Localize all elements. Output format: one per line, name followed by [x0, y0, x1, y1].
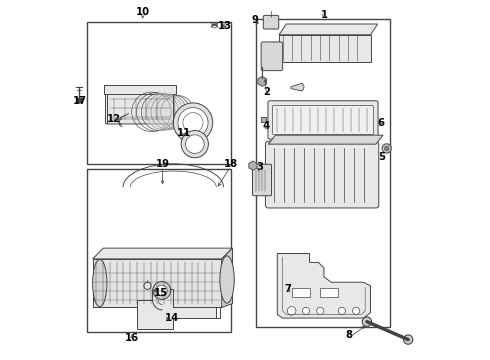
Ellipse shape	[143, 92, 186, 132]
Text: 13: 13	[218, 21, 232, 31]
Text: 12: 12	[107, 114, 121, 124]
FancyBboxPatch shape	[252, 164, 271, 196]
FancyBboxPatch shape	[261, 42, 283, 71]
Polygon shape	[221, 248, 232, 307]
Polygon shape	[104, 85, 176, 94]
Circle shape	[287, 307, 296, 315]
FancyBboxPatch shape	[266, 141, 379, 208]
FancyBboxPatch shape	[268, 101, 378, 139]
Polygon shape	[277, 253, 370, 318]
Text: 10: 10	[136, 7, 150, 17]
Polygon shape	[137, 289, 216, 329]
Bar	[87, 169, 231, 332]
Circle shape	[317, 307, 324, 315]
Text: 6: 6	[378, 118, 385, 128]
Text: 8: 8	[345, 330, 352, 340]
Text: 11: 11	[177, 129, 191, 138]
Text: 7: 7	[285, 284, 292, 294]
Bar	[320, 288, 338, 297]
Circle shape	[153, 282, 171, 300]
Bar	[256, 19, 390, 327]
Circle shape	[382, 144, 392, 153]
Bar	[292, 288, 310, 297]
Circle shape	[338, 307, 345, 315]
Bar	[87, 22, 231, 164]
Text: 14: 14	[164, 313, 179, 323]
Polygon shape	[279, 24, 378, 35]
Text: 17: 17	[73, 96, 86, 106]
Text: 16: 16	[125, 333, 139, 343]
Circle shape	[362, 317, 371, 326]
Circle shape	[178, 108, 208, 138]
Ellipse shape	[220, 256, 234, 303]
Bar	[279, 35, 370, 62]
Circle shape	[385, 146, 389, 150]
Circle shape	[173, 103, 213, 142]
Polygon shape	[93, 248, 232, 259]
Text: 18: 18	[223, 159, 238, 169]
Text: 19: 19	[155, 159, 170, 169]
Text: 3: 3	[256, 162, 263, 172]
Circle shape	[353, 307, 360, 315]
Circle shape	[186, 135, 204, 153]
Polygon shape	[93, 259, 221, 307]
FancyBboxPatch shape	[105, 93, 175, 124]
Polygon shape	[269, 135, 383, 144]
Circle shape	[156, 285, 167, 296]
Text: 1: 1	[320, 10, 327, 20]
Text: 2: 2	[263, 87, 270, 97]
Text: 9: 9	[251, 15, 258, 26]
Circle shape	[403, 335, 413, 344]
FancyBboxPatch shape	[272, 105, 373, 134]
Circle shape	[181, 131, 208, 158]
Text: 4: 4	[263, 121, 270, 131]
Polygon shape	[291, 83, 304, 91]
FancyBboxPatch shape	[263, 15, 279, 29]
Ellipse shape	[93, 260, 107, 307]
Text: 5: 5	[378, 152, 385, 162]
Circle shape	[302, 307, 310, 315]
Text: 15: 15	[154, 288, 168, 298]
